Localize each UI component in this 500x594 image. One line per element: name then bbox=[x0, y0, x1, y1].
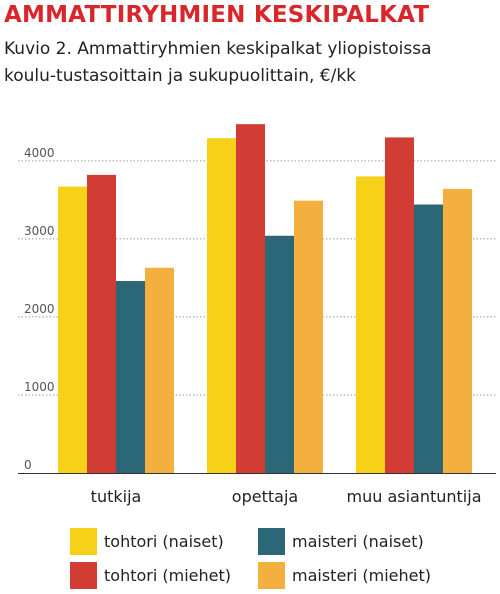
legend-swatch bbox=[258, 561, 285, 589]
bar bbox=[145, 267, 174, 473]
bar bbox=[414, 204, 443, 473]
y-tick-label: 3000 bbox=[24, 224, 55, 238]
bar bbox=[443, 188, 472, 473]
legend-swatch bbox=[70, 527, 97, 555]
chart-legend: tohtori (naiset) tohtori (miehet) maiste… bbox=[70, 524, 490, 594]
legend-label: tohtori (miehet) bbox=[104, 565, 231, 585]
bar bbox=[385, 137, 414, 474]
bar bbox=[87, 174, 116, 474]
chart-title: AMMATTIRYHMIEN KESKIPALKAT bbox=[4, 2, 430, 28]
x-category-label: muu asiantuntija bbox=[346, 487, 481, 506]
bar bbox=[356, 176, 385, 473]
x-category-label: opettaja bbox=[232, 487, 298, 506]
y-tick-label: 1000 bbox=[24, 380, 55, 394]
chart-subtitle: Kuvio 2. Ammattiryhmien keskipalkat ylio… bbox=[4, 39, 432, 86]
y-tick-label: 2000 bbox=[24, 302, 55, 316]
legend-swatch bbox=[70, 561, 97, 589]
legend-item-maisteri-naiset: maisteri (naiset) bbox=[258, 526, 424, 556]
bar bbox=[116, 281, 145, 473]
x-category-label: tutkija bbox=[91, 487, 142, 506]
legend-item-tohtori-miehet: tohtori (miehet) bbox=[70, 560, 231, 590]
y-tick-label: 0 bbox=[24, 458, 32, 472]
legend-label: maisteri (naiset) bbox=[292, 531, 424, 551]
legend-label: maisteri (miehet) bbox=[292, 565, 432, 585]
legend-label: tohtori (naiset) bbox=[104, 531, 224, 551]
bar bbox=[58, 186, 87, 473]
y-tick-label: 4000 bbox=[24, 146, 55, 160]
legend-item-maisteri-miehet: maisteri (miehet) bbox=[258, 560, 431, 590]
bar bbox=[265, 235, 294, 473]
bar bbox=[236, 124, 265, 473]
bar bbox=[294, 200, 323, 473]
legend-item-tohtori-naiset: tohtori (naiset) bbox=[70, 526, 224, 556]
legend-swatch bbox=[258, 527, 285, 555]
bar bbox=[207, 138, 236, 473]
